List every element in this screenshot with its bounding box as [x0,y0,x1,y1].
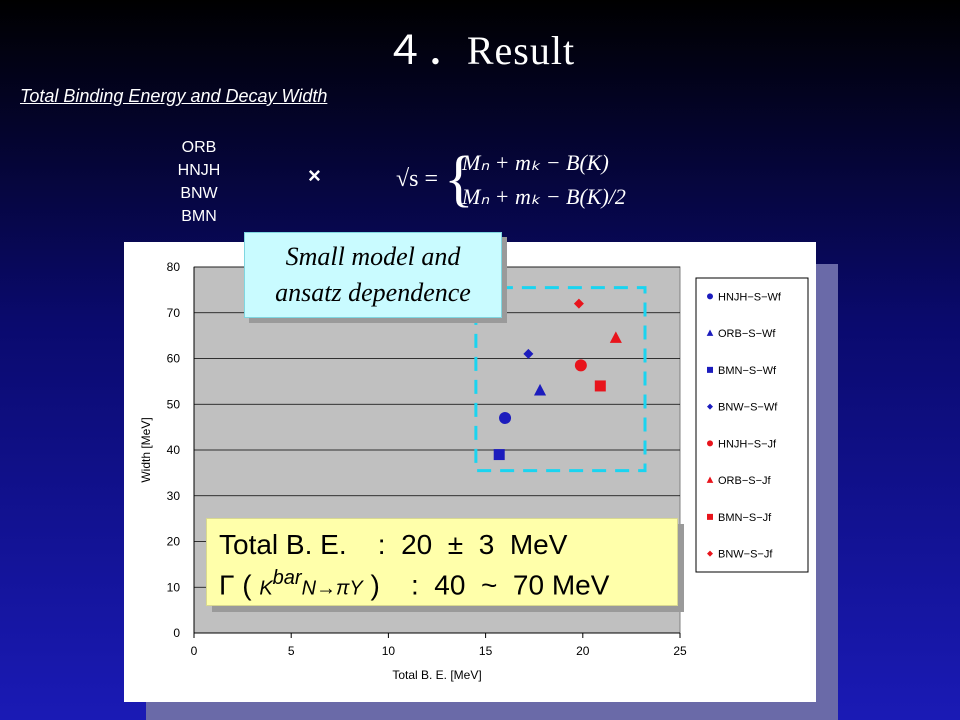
y-tick-label: 20 [167,535,181,549]
highlight-region [474,286,647,473]
y-tick-label: 50 [167,397,181,411]
data-point [573,298,584,309]
result-channel: N→πY [301,577,363,600]
data-point [533,383,547,396]
data-points [493,298,622,461]
legend-label: BNW−S−Jf [718,549,773,561]
legend-marker [707,293,713,300]
data-point [609,331,622,343]
y-tick-label: 10 [167,580,181,594]
result-decay-width: Γ ( KbarN→πY ) : 40 ~ 70 MeV [219,567,609,601]
callout-line2: ansatz dependence [275,278,471,307]
formula-brace: { [444,145,474,213]
result-k-bar: bar [272,567,302,589]
legend-label: ORB−S−Wf [718,328,776,340]
x-tick-label: 25 [673,644,687,658]
slide-subtitle: Total Binding Energy and Decay Width [20,86,328,106]
sqrt-s-formula: √s = { Mₙ + mₖ − B(K) Mₙ + mₖ − B(K)/2 [396,146,656,216]
data-point [594,380,606,392]
legend-label: BMN−S−Wf [718,365,777,377]
legend-marker [707,366,713,373]
result-width-range: ) : 40 ~ 70 MeV [362,569,610,601]
y-tick-labels: 0 10 20 30 40 50 60 70 80 [167,260,181,640]
formula-line1: Mₙ + mₖ − B(K) [462,150,609,175]
y-axis-label: Width [MeV] [139,417,153,482]
model-orb: ORB [181,139,217,156]
model-hnjh: HNJH [177,162,221,179]
legend [695,277,809,573]
legend-label: BNW−S−Wf [718,402,778,414]
legend-marker [707,513,713,520]
formula-line2: Mₙ + mₖ − B(K)/2 [462,184,626,209]
x-tick-label: 5 [288,644,295,658]
x-tick-label: 10 [382,644,396,658]
legend-entries: HNJH−S−Wf ORB−S−Wf BMN−S−Wf BNW−S−Wf HNJH−S−… [706,291,782,561]
legend-label: HNJH−S−Jf [718,438,777,450]
legend-marker [706,329,714,336]
times-symbol: × [308,163,321,188]
y-tick-label: 70 [167,306,181,320]
model-bnw: BNW [180,185,218,202]
callout-box: Small model and ansatz dependence [244,232,502,318]
x-tick-label: 15 [479,644,493,658]
model-bmn: BMN [181,208,217,225]
legend-marker [707,440,713,447]
x-tick-labels: 0 5 10 15 20 25 [191,633,687,658]
x-tick-label: 0 [191,644,198,658]
slide-title: ４．Result [384,28,576,73]
data-point [574,359,587,372]
x-tick-label: 20 [576,644,590,658]
y-tick-label: 80 [167,260,181,274]
legend-label: BMN−S−Jf [718,512,772,524]
legend-marker [707,550,713,557]
result-binding-energy: Total B. E. : 20 ± 3 MeV [219,529,568,560]
y-tick-label: 40 [167,443,181,457]
data-point [499,411,512,424]
data-point [523,348,534,359]
result-k: K [259,577,273,600]
result-gamma: Γ ( [219,569,260,601]
result-box: Total B. E. : 20 ± 3 MeV Γ ( KbarN→πY ) … [206,518,678,606]
legend-label: HNJH−S−Wf [718,291,782,303]
legend-marker [706,476,714,483]
callout-line1: Small model and [285,242,461,271]
y-tick-label: 30 [167,489,181,503]
y-tick-label: 0 [173,626,180,640]
formula-lhs: √s = [396,166,439,192]
legend-marker [707,403,713,410]
x-axis-label: Total B. E. [MeV] [392,668,481,682]
legend-label: ORB−S−Jf [718,475,772,487]
y-tick-label: 60 [167,352,181,366]
data-point [493,449,505,461]
model-list: ORB HNJH BNW BMN [150,136,248,228]
